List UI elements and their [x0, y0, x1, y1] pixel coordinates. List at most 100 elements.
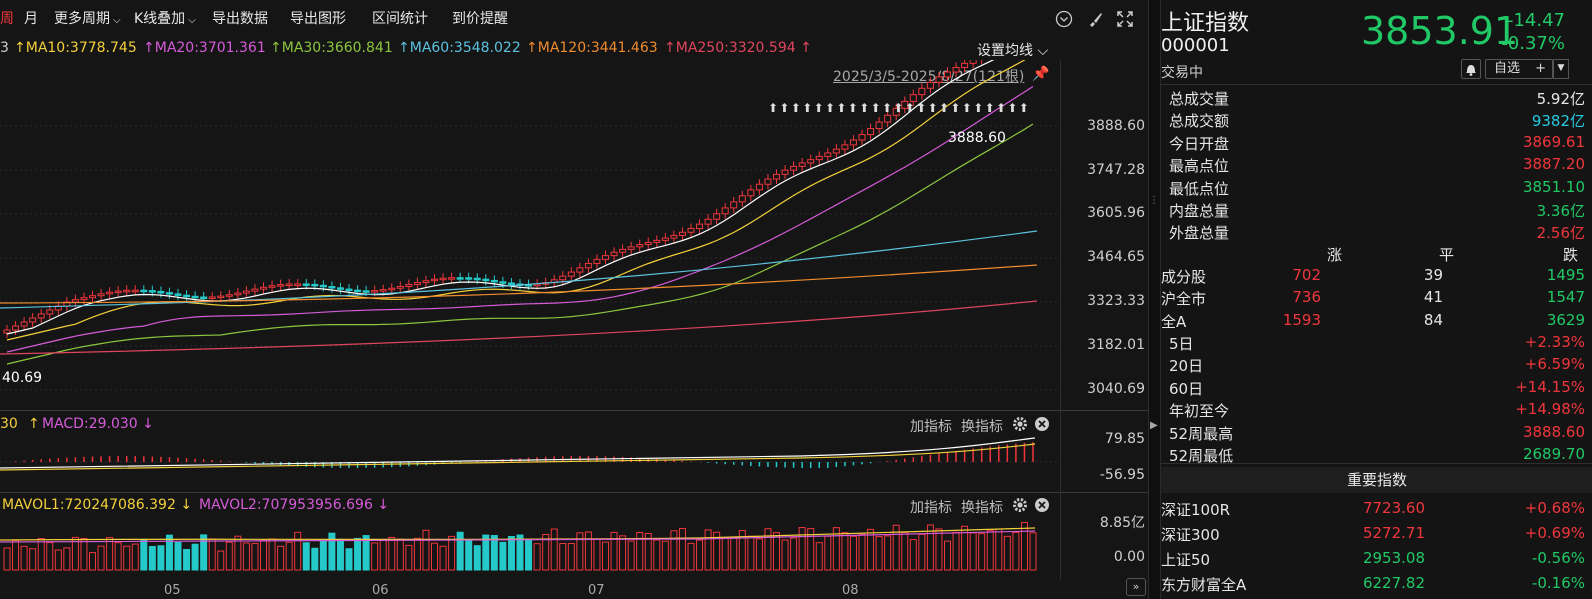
- chevron-down-icon: ⌵: [113, 15, 121, 26]
- close-icon[interactable]: [1034, 497, 1050, 513]
- volume-bar: [260, 539, 267, 571]
- price-change: -14.47: [1506, 10, 1565, 31]
- pin-icon[interactable]: 📌: [1032, 66, 1050, 82]
- arrow-up-icon: ↑: [795, 40, 812, 56]
- interval-stats-button[interactable]: 区间统计: [372, 11, 428, 27]
- macd-switch-indicator-button[interactable]: 换指标: [961, 419, 1003, 435]
- volume-bar: [405, 544, 413, 571]
- macd-axis-top: 79.85: [1104, 431, 1145, 447]
- panel-splitter[interactable]: ⋮ ▶: [1148, 0, 1161, 599]
- stat-label: 外盘总量: [1169, 224, 1230, 243]
- performance-label: 60日: [1169, 379, 1204, 398]
- signal-arrow-icon: ⬆: [939, 101, 949, 115]
- volume-bar: [593, 538, 601, 571]
- gear-icon[interactable]: [1012, 416, 1028, 432]
- index-row[interactable]: 深证100R 7723.60 +0.68%: [1161, 499, 1592, 521]
- pane-divider[interactable]: [0, 410, 1148, 411]
- date-range-label[interactable]: 2025/3/5-2025/8/27(121根): [833, 69, 1025, 85]
- volume-bar: [1003, 535, 1011, 571]
- volume-bar: [533, 543, 541, 571]
- gear-icon[interactable]: [1012, 497, 1028, 513]
- close-icon[interactable]: [1034, 416, 1050, 432]
- volume-bar: [525, 539, 533, 571]
- kline-overlay-label: K线叠加: [134, 11, 186, 27]
- candle-body: [696, 223, 704, 230]
- export-data-button[interactable]: 导出数据: [212, 11, 268, 27]
- index-row[interactable]: 东方财富全A 6227.82 -0.16%: [1161, 574, 1592, 596]
- index-name: 东方财富全A: [1161, 576, 1247, 594]
- macd-dif-line: [0, 437, 1036, 469]
- ma120-value: MA120:3441.463: [537, 40, 658, 56]
- volume-bar: [815, 542, 823, 571]
- candle-body: [832, 148, 840, 154]
- export-chart-button[interactable]: 导出图形: [290, 11, 346, 27]
- candle-body: [653, 239, 661, 243]
- kline-overlay-menu[interactable]: K线叠加 ⌵: [134, 8, 196, 28]
- volume-bar: [268, 538, 276, 571]
- chart-area[interactable]: 周 月 更多周期 ⌵ K线叠加 ⌵ 导出数据 导出图形 区间统计 到价提醒 3 ↑M…: [0, 0, 1148, 599]
- ma120-line: [0, 264, 1038, 304]
- ma60-label: ↑MA60:3548.022: [398, 40, 521, 56]
- volume-add-indicator-button[interactable]: 加指标: [910, 500, 952, 516]
- candle-body: [114, 290, 122, 294]
- volume-axis-bottom: 0.00: [1113, 549, 1145, 565]
- breadth-up: 702: [1292, 266, 1321, 284]
- signal-arrow-icon: ⬆: [802, 101, 812, 115]
- volume-switch-indicator-button[interactable]: 换指标: [961, 500, 1003, 516]
- volume-bar: [627, 540, 635, 571]
- candle-body: [593, 258, 601, 265]
- collapse-arrow-icon[interactable]: ▶: [1150, 420, 1158, 431]
- macd-axis: 79.85 -56.95: [1060, 410, 1149, 492]
- ma-settings-menu[interactable]: 设置均线 ⌵: [977, 43, 1049, 59]
- ma20-label: ↑MA20:3701.361: [143, 40, 266, 56]
- candle-body: [576, 267, 584, 273]
- volume-bar: [242, 542, 250, 571]
- period-month-tab[interactable]: 月: [24, 11, 38, 27]
- volume-bar: [602, 541, 609, 571]
- index-row[interactable]: 上证50 2953.08 -0.56%: [1161, 549, 1592, 571]
- macd-add-indicator-button[interactable]: 加指标: [910, 419, 952, 435]
- breadth-label: 成分股: [1161, 268, 1207, 286]
- volume-bar: [311, 547, 319, 571]
- volume-bar: [918, 533, 926, 571]
- volume-bar: [584, 531, 592, 571]
- volume-bar: [687, 542, 695, 571]
- volume-bar: [961, 525, 969, 571]
- dropdown-arrow-icon[interactable]: ▼: [1553, 59, 1569, 79]
- performance-row: 52周最低 2689.70: [1169, 445, 1585, 467]
- volume-chart[interactable]: [0, 512, 1060, 572]
- drag-handle-icon[interactable]: ⋮: [1149, 195, 1159, 206]
- pane-divider[interactable]: [0, 492, 1148, 493]
- macd-chart[interactable]: [0, 432, 1060, 492]
- macd-value: MACD:29.030: [42, 416, 138, 432]
- volume-bar: [37, 538, 45, 571]
- price-alert-button[interactable]: 到价提醒: [452, 11, 508, 27]
- candle-body: [764, 178, 772, 185]
- volume-bar: [790, 537, 798, 571]
- add-watchlist-button[interactable]: 自选 +: [1485, 59, 1553, 79]
- candle-body: [567, 271, 575, 277]
- price-change-pct: -0.37%: [1501, 33, 1565, 54]
- brush-icon[interactable]: [1086, 10, 1104, 28]
- volume-bar: [678, 528, 686, 571]
- candle-body: [961, 62, 969, 69]
- index-row[interactable]: 深证300 5272.71 +0.69%: [1161, 524, 1592, 546]
- chevron-circle-icon[interactable]: [1055, 10, 1073, 28]
- bell-icon[interactable]: [1461, 59, 1481, 79]
- ma10-value: MA10:3778.745: [25, 40, 137, 56]
- price-chart[interactable]: ⬆ ⬆ ⬆ ⬆ ⬆ ⬆ ⬆ ⬆ ⬆ ⬆ ⬆ ⬆ ⬆ ⬆ ⬆ ⬆ ⬆ ⬆ ⬆ ⬆ ⬆ ⬆ ⬆: [0, 60, 1060, 410]
- period-week-tab[interactable]: 周: [0, 11, 14, 27]
- index-change-pct: +0.69%: [1524, 524, 1585, 542]
- volume-bar: [396, 538, 404, 571]
- more-periods-menu[interactable]: 更多周期 ⌵: [54, 8, 121, 28]
- fullscreen-icon[interactable]: [1116, 10, 1134, 28]
- volume-bar: [20, 545, 28, 571]
- scroll-right-icon[interactable]: »: [1126, 578, 1146, 596]
- volume-bar: [499, 541, 507, 571]
- candle-body: [935, 76, 943, 83]
- volume-bar: [935, 528, 943, 571]
- signal-arrow-icon: ⬆: [871, 101, 881, 115]
- volume-bar: [131, 543, 139, 571]
- volume-bar: [439, 545, 447, 571]
- volume-bar: [781, 539, 789, 571]
